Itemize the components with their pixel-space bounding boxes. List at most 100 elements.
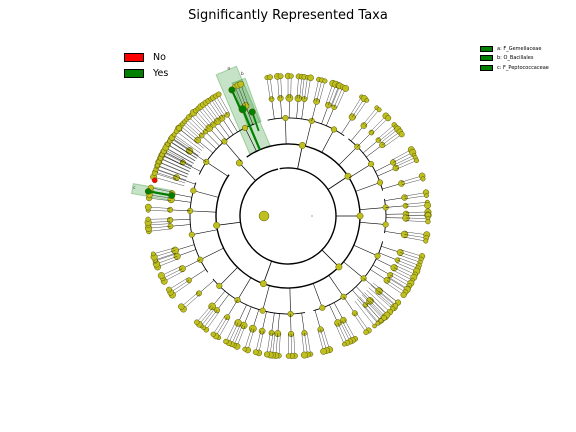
species-node-0-0-2-1 xyxy=(288,73,294,79)
family-branch-3-0 xyxy=(353,245,378,257)
fan-upper-left-branch-11 xyxy=(178,128,204,149)
species-node-4-3-1-1 xyxy=(178,303,185,310)
species-branch-4-3-0-0 xyxy=(199,307,214,325)
genus-branch-4-1-0 xyxy=(271,313,275,333)
species-branch-6-2-0-1 xyxy=(215,95,228,115)
species-branch-3-2-0-1 xyxy=(364,305,379,323)
fan-left-branch-5 xyxy=(160,158,190,172)
order-node-5 xyxy=(213,221,221,229)
species-node-5-1-0-2 xyxy=(150,251,156,257)
species-branch-6-1-0-0 xyxy=(184,121,201,137)
root-dot xyxy=(311,215,313,217)
fan-left-branch-3 xyxy=(157,165,188,178)
family-node-0-2 xyxy=(330,126,338,133)
species-branch-6-0-1-2 xyxy=(172,135,192,149)
order-node-6 xyxy=(235,159,243,167)
species-node-0-0-0-1 xyxy=(267,74,273,81)
genus-branch-5-3-1 xyxy=(176,177,196,185)
family-branch-5-0 xyxy=(200,247,224,260)
species-branch-1-0-2-1 xyxy=(379,127,397,142)
phylum-arc xyxy=(239,167,337,265)
species-branch-0-0-3-0 xyxy=(296,76,299,99)
species-branch-3-0-3-0 xyxy=(391,272,411,284)
clade-c-node xyxy=(168,192,176,199)
clade-label-b: b: O_Bacillales xyxy=(497,55,534,62)
species-branch-5-2-1-0 xyxy=(148,210,171,212)
fan-left-branch-9 xyxy=(167,144,196,162)
order-arc-4 xyxy=(212,278,306,315)
genus-branch-6-1-3 xyxy=(213,124,227,141)
family-node-5-3 xyxy=(190,187,197,194)
species-branch-5-3-1-0 xyxy=(155,171,177,180)
genus-node-2-0-0 xyxy=(401,194,408,201)
species-branch-6-1-5-1 xyxy=(210,98,224,118)
genus-branch-1-2-1 xyxy=(382,183,402,190)
genus-branch-6-0-2 xyxy=(197,139,214,154)
order-node-4 xyxy=(259,280,267,288)
species-branch-0-1-1-2 xyxy=(318,80,326,103)
species-branch-2-0-2-0 xyxy=(405,211,428,213)
genus-branch-1-1-1 xyxy=(375,162,394,172)
genus-node-6-1-5 xyxy=(218,114,226,122)
fan-upper-left-leaf-11 xyxy=(175,125,182,132)
species-branch-3-0-1-0 xyxy=(398,257,420,266)
family-branch-4-2 xyxy=(237,277,252,301)
species-branch-4-2-1-2 xyxy=(213,315,226,335)
species-branch-2-0-1-0 xyxy=(405,202,428,205)
species-branch-5-3-1-1 xyxy=(156,168,177,177)
species-branch-3-1-2-0 xyxy=(371,298,388,315)
order-branch-6 xyxy=(239,162,256,181)
species-branch-4-0-1-1 xyxy=(290,333,292,356)
species-branch-5-0-0-1 xyxy=(170,280,190,293)
genus-branch-6-1-0 xyxy=(201,135,217,150)
species-branch-3-2-2-0 xyxy=(344,319,356,339)
species-node-3-1-0-2 xyxy=(400,291,407,299)
genus-node-4-3-0 xyxy=(208,302,216,311)
family-branch-3-3 xyxy=(312,283,323,308)
fan-right-branch-0 xyxy=(372,282,399,303)
family-node-4-3 xyxy=(216,282,223,289)
species-branch-3-0-0-2 xyxy=(399,254,421,263)
species-branch-0-2-0-2 xyxy=(336,88,346,109)
species-branch-1-1-0-1 xyxy=(382,131,400,146)
species-branch-0-0-2-1 xyxy=(290,76,292,99)
species-branch-1-0-0-1 xyxy=(364,109,380,127)
legend-item-no: No xyxy=(124,50,168,65)
clade-tag-a: a xyxy=(227,67,230,72)
species-branch-0-1-2-0 xyxy=(325,83,334,105)
species-branch-2-1-1-1 xyxy=(404,234,427,239)
species-branch-3-1-2-2 xyxy=(367,302,384,320)
species-branch-5-0-1-2 xyxy=(161,266,182,276)
genus-branch-1-0-2 xyxy=(362,139,379,154)
species-node-4-1-1-1 xyxy=(252,349,259,356)
species-branch-2-0-0-1 xyxy=(404,195,427,200)
fan-left-branch-1 xyxy=(154,173,186,184)
species-node-1-2-0-1 xyxy=(413,157,420,164)
species-branch-6-1-4-0 xyxy=(203,104,217,123)
species-branch-6-0-1-1 xyxy=(171,138,190,152)
species-branch-3-3-1-1 xyxy=(320,329,327,351)
species-node-4-0-0-2 xyxy=(300,351,308,359)
species-branch-4-0-2-0 xyxy=(278,333,281,356)
species-node-5-0-0-2 xyxy=(166,286,172,293)
genus-branch-0-1-0 xyxy=(301,99,305,119)
genus-branch-0-2-0 xyxy=(326,107,335,126)
species-node-4-1-2-1 xyxy=(242,346,248,352)
fan-upper-left-branch-8 xyxy=(171,137,199,156)
species-branch-6-0-0-1 xyxy=(163,152,183,163)
genus-node-4-2-0 xyxy=(234,319,242,327)
species-branch-4-2-1-0 xyxy=(218,318,230,338)
legend-label-no: No xyxy=(153,52,166,63)
order-branch-0 xyxy=(297,145,303,170)
species-node-1-2-1-1 xyxy=(420,176,426,182)
species-branch-1-0-2-0 xyxy=(377,124,395,140)
species-branch-4-2-2-2 xyxy=(201,308,216,326)
fan-upper-left-branch-4 xyxy=(163,150,193,167)
genus-branch-2-0-1 xyxy=(385,205,406,208)
species-branch-5-0-2-1 xyxy=(156,256,178,265)
fan-left-branch-0 xyxy=(153,176,185,187)
species-branch-3-1-0-1 xyxy=(386,280,406,293)
species-branch-6-0-2-2 xyxy=(182,123,200,139)
genus-branch-4-3-1 xyxy=(198,280,215,294)
